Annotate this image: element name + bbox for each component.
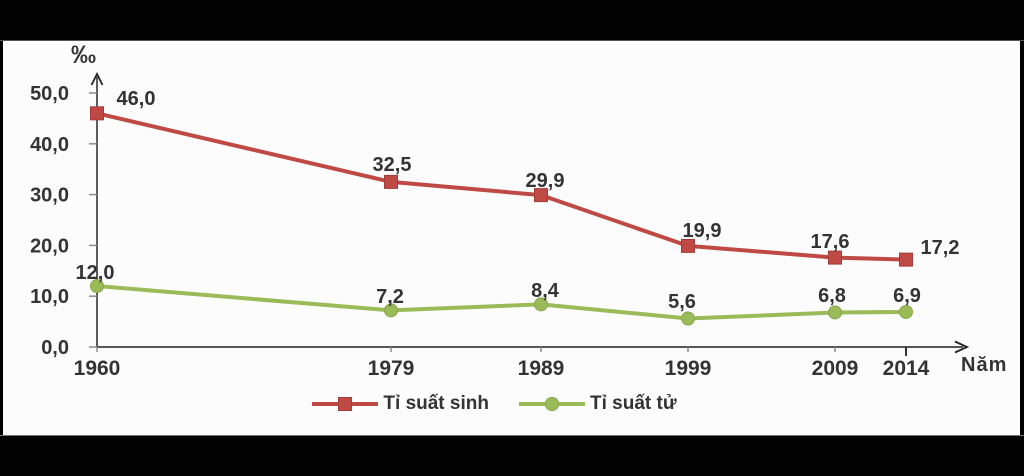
legend-marker-birth-rate-icon [312, 396, 379, 412]
line-chart-svg: 0,0 10,0 20,0 30,0 40,0 50,0 1960 1979 1989 1999 2… [30, 71, 970, 380]
x-tick-label: 1960 [74, 357, 121, 380]
data-point-marker [828, 305, 842, 320]
y-tick-label: 20,0 [30, 235, 69, 257]
data-point-marker [534, 297, 548, 312]
series-line-death-rate [96, 284, 907, 321]
x-tick-label: 2014 [883, 357, 930, 380]
legend-marker-death-rate-icon [518, 396, 585, 412]
data-point-label: 7,2 [376, 286, 404, 308]
legend-label-birth-rate: Tỉ suất sinh [383, 393, 489, 414]
chart-area: 0,0 10,0 20,0 30,0 40,0 50,0 1960 1979 1989 1999 2… [3, 41, 1020, 435]
x-tick-label: 1989 [518, 357, 565, 380]
legend-item-death-rate: Tỉ suất tử [518, 393, 677, 415]
x-axis-arrow-icon [954, 340, 970, 354]
data-point-marker [384, 174, 398, 189]
y-axis-arrow-icon [90, 71, 104, 86]
series-line-birth-rate [96, 111, 907, 262]
y-tick-label: 30,0 [30, 185, 69, 207]
legend-item-birth-rate: Tỉ suất sinh [312, 393, 489, 415]
data-point-label: 19,9 [683, 220, 722, 242]
x-axis-title: Năm [961, 354, 1008, 376]
y-tick-label: 0,0 [41, 337, 69, 359]
y-tick-label: 10,0 [30, 286, 69, 308]
data-point-marker [90, 279, 104, 294]
data-point-marker [681, 238, 695, 253]
data-point-marker [90, 106, 104, 121]
data-point-marker [534, 188, 548, 203]
data-point-label: 17,2 [921, 237, 960, 259]
data-point-label: 17,6 [811, 231, 850, 253]
data-point-marker [681, 311, 695, 326]
x-tick-label: 2009 [812, 357, 859, 380]
y-tick-label: 50,0 [30, 83, 69, 105]
chart-legend: Tỉ suất sinh Tỉ suất tử [3, 393, 1020, 415]
data-point-marker [384, 303, 398, 318]
top-letterbox-bar [0, 0, 1024, 41]
bottom-letterbox-bar [0, 435, 1024, 476]
data-point-label: 29,9 [526, 170, 565, 192]
legend-label-death-rate: Tỉ suất tử [589, 393, 677, 414]
data-point-marker [828, 250, 842, 265]
data-point-label: 8,4 [531, 280, 560, 302]
data-point-label: 12,0 [76, 262, 115, 284]
data-point-label: 6,8 [818, 285, 846, 307]
data-point-marker [899, 304, 913, 319]
data-point-label: 32,5 [373, 154, 412, 176]
x-tick-label: 1979 [368, 357, 415, 380]
x-tick-label: 1999 [665, 357, 712, 380]
y-tick-label: 40,0 [30, 134, 69, 156]
y-axis-unit-label: ‰ [71, 41, 96, 69]
data-point-label: 5,6 [668, 291, 696, 313]
data-point-label: 46,0 [117, 88, 156, 110]
data-point-label: 6,9 [893, 285, 921, 307]
data-point-marker [899, 252, 913, 267]
